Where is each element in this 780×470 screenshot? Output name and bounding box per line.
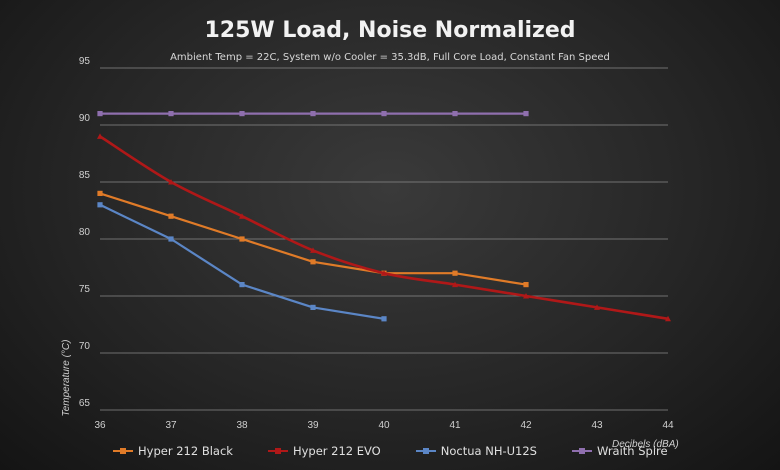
data-point-hyper-212-evo-39 [310,247,316,253]
data-point-noctua-nh-u12s-36 [97,202,103,208]
grid-lines [100,67,668,411]
data-point-hyper-212-black-41 [452,270,458,276]
data-point-wraith-spire-38 [239,111,245,117]
y-tick-label-90: 90 [79,113,91,124]
data-point-wraith-spire-41 [452,111,458,117]
legend-item-hyper-212-black: Hyper 212 Black [112,444,233,458]
data-point-noctua-nh-u12s-37 [168,236,174,242]
x-axis-label: Decibels (dBA) [612,439,679,450]
legend-marker [274,448,281,454]
data-point-hyper-212-evo-38 [239,213,245,219]
legend-swatch-noctua-nh-u12s [415,448,436,454]
x-tick-label-37: 37 [165,420,177,431]
data-point-hyper-212-black-36 [97,190,103,196]
y-axis-ticks: 65 70 75 80 85 90 95 [79,56,91,409]
data-point-hyper-212-evo-43 [594,304,600,310]
x-tick-label-36: 36 [94,420,106,431]
data-point-noctua-nh-u12s-40 [381,316,387,322]
y-tick-label-75: 75 [79,284,91,295]
x-tick-label-41: 41 [449,420,461,431]
data-point-hyper-212-black-39 [310,259,316,265]
data-point-noctua-nh-u12s-39 [310,304,316,310]
data-point-wraith-spire-42 [523,111,529,117]
data-point-hyper-212-evo-36 [97,133,103,139]
series-group [97,111,671,322]
x-tick-label-42: 42 [520,420,532,431]
legend-marker [422,448,429,454]
legend-label-hyper-212-evo: Hyper 212 EVO [292,444,381,458]
data-point-hyper-212-black-42 [523,282,529,288]
legend-label-hyper-212-black: Hyper 212 Black [138,444,233,458]
legend-item-hyper-212-evo: Hyper 212 EVO [267,444,381,458]
series-noctua-nh-u12s [97,202,387,322]
legend-swatch-hyper-212-evo [267,448,288,454]
legend-label-wraith-spire: Wraith Spire [596,444,668,458]
data-point-hyper-212-black-37 [168,213,174,219]
y-tick-label-85: 85 [79,170,91,181]
series-hyper-212-evo [97,133,671,322]
series-wraith-spire [97,111,529,117]
x-tick-label-38: 38 [236,420,248,431]
y-axis-label: Temperature (°C) [61,340,72,417]
data-point-hyper-212-evo-40 [381,270,387,276]
chart-subtitle: Ambient Temp = 22C, System w/o Cooler = … [170,52,610,63]
data-point-hyper-212-evo-37 [168,179,174,185]
y-tick-label-70: 70 [79,341,91,352]
x-tick-label-40: 40 [378,420,390,431]
legend-item-noctua-nh-u12s: Noctua NH-U12S [415,444,537,458]
y-tick-label-80: 80 [79,227,91,238]
data-point-wraith-spire-39 [310,111,316,117]
y-tick-label-65: 65 [79,398,91,409]
data-point-hyper-212-evo-42 [523,293,529,299]
data-point-noctua-nh-u12s-38 [239,282,245,288]
data-point-wraith-spire-37 [168,111,174,117]
legend-marker [120,448,126,454]
chart-title: 125W Load, Noise Normalized [204,18,576,43]
x-tick-label-39: 39 [307,420,319,431]
data-point-hyper-212-evo-44 [665,315,671,322]
y-tick-label-95: 95 [79,56,91,67]
data-point-wraith-spire-40 [381,111,387,117]
legend-swatch-hyper-212-black [113,448,133,454]
x-tick-label-44: 44 [662,420,674,431]
legend: Hyper 212 Black Hyper 212 EVO Noctua NH-… [112,443,668,459]
legend-swatch-wraith-spire [571,448,592,454]
x-tick-label-43: 43 [591,420,603,431]
series-line-hyper-212-evo [99,135,669,321]
data-point-wraith-spire-36 [97,111,103,117]
data-point-hyper-212-black-38 [239,236,245,242]
legend-label-noctua-nh-u12s: Noctua NH-U12S [440,444,537,458]
data-point-hyper-212-evo-41 [452,281,458,288]
legend-marker [578,448,585,454]
legend-item-wraith-spire: Wraith Spire [571,444,668,458]
x-axis-ticks: 36 37 38 39 40 41 42 43 44 [94,420,674,431]
